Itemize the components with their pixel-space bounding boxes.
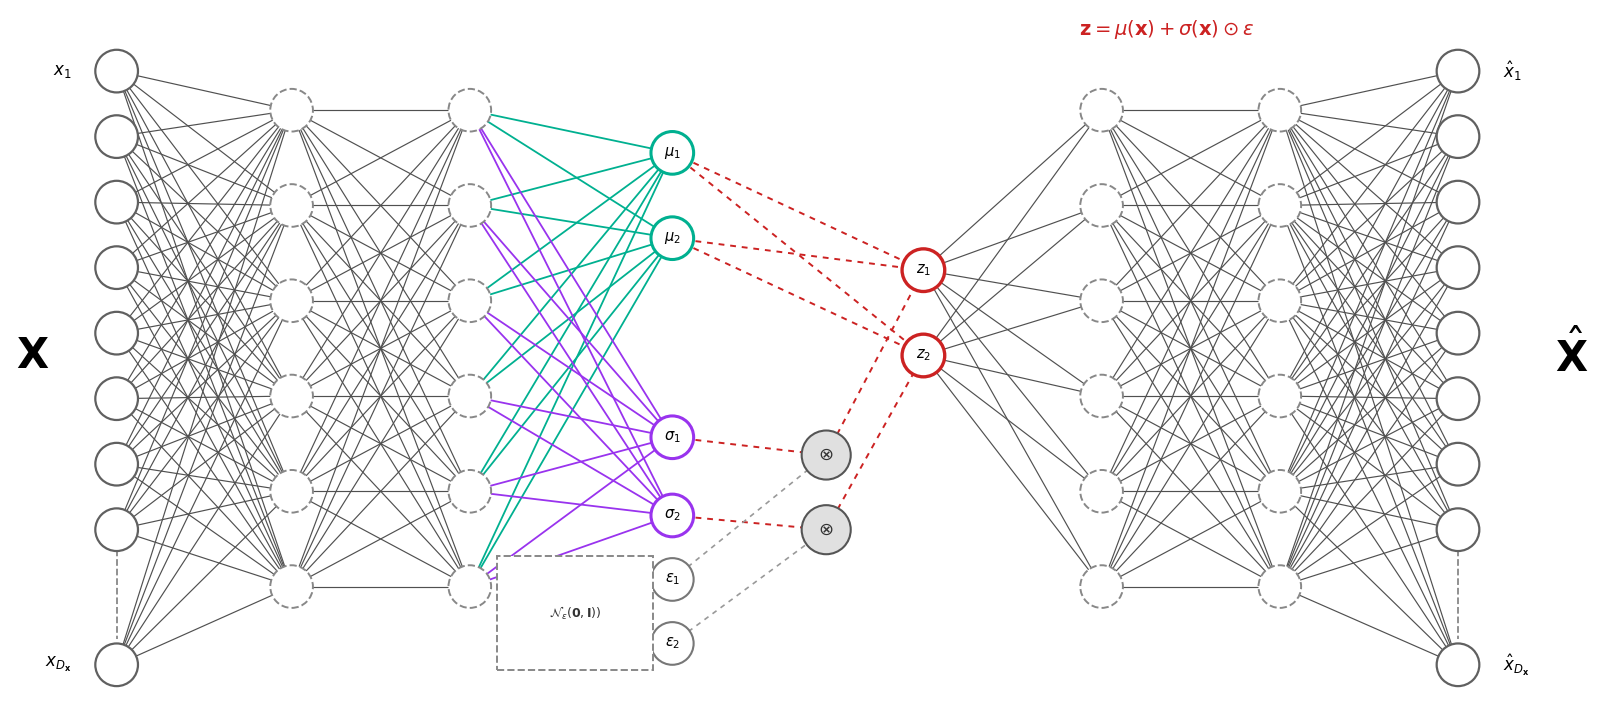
Text: $\mu_2$: $\mu_2$	[664, 230, 680, 246]
Ellipse shape	[271, 470, 313, 513]
Text: $\hat{x}_1$: $\hat{x}_1$	[1503, 59, 1523, 83]
Ellipse shape	[1437, 181, 1479, 223]
Text: $\sigma_2$: $\sigma_2$	[664, 508, 680, 523]
Ellipse shape	[802, 431, 850, 479]
Ellipse shape	[1437, 246, 1479, 289]
Ellipse shape	[1259, 375, 1301, 417]
Ellipse shape	[449, 565, 491, 608]
Text: $\otimes$: $\otimes$	[818, 446, 834, 464]
Ellipse shape	[651, 416, 693, 459]
Ellipse shape	[96, 443, 138, 486]
Text: $\mathcal{N}_\epsilon(\mathbf{0}, \mathbf{I}))$: $\mathcal{N}_\epsilon(\mathbf{0}, \mathb…	[549, 604, 601, 622]
Ellipse shape	[1437, 378, 1479, 420]
Ellipse shape	[1259, 470, 1301, 513]
Ellipse shape	[449, 279, 491, 322]
Ellipse shape	[902, 334, 944, 377]
Ellipse shape	[1437, 115, 1479, 158]
Text: $\hat{x}_{D_\mathbf{x}}$: $\hat{x}_{D_\mathbf{x}}$	[1503, 652, 1529, 678]
Text: $z_1$: $z_1$	[915, 262, 932, 278]
Text: $\mathbf{z} = \mu(\mathbf{x}) + \sigma(\mathbf{x}) \odot \epsilon$: $\mathbf{z} = \mu(\mathbf{x}) + \sigma(\…	[1079, 18, 1254, 41]
Ellipse shape	[651, 217, 693, 260]
Ellipse shape	[1259, 279, 1301, 322]
Ellipse shape	[271, 565, 313, 608]
Ellipse shape	[802, 505, 850, 555]
FancyBboxPatch shape	[497, 556, 653, 670]
Text: $\hat{\mathbf{X}}$: $\hat{\mathbf{X}}$	[1555, 331, 1588, 380]
Ellipse shape	[1081, 565, 1123, 608]
Text: $z_2$: $z_2$	[915, 348, 932, 363]
Text: $x_1$: $x_1$	[52, 62, 71, 80]
Ellipse shape	[1081, 279, 1123, 322]
Ellipse shape	[1437, 643, 1479, 686]
Ellipse shape	[96, 115, 138, 158]
Ellipse shape	[651, 558, 693, 601]
Text: $x_{D_\mathbf{x}}$: $x_{D_\mathbf{x}}$	[45, 656, 71, 674]
Text: $\epsilon_2$: $\epsilon_2$	[664, 636, 680, 651]
Ellipse shape	[1259, 184, 1301, 227]
Ellipse shape	[449, 375, 491, 417]
Ellipse shape	[1081, 89, 1123, 132]
Ellipse shape	[96, 378, 138, 420]
Ellipse shape	[96, 50, 138, 92]
Ellipse shape	[1437, 443, 1479, 486]
Ellipse shape	[1259, 565, 1301, 608]
Ellipse shape	[271, 89, 313, 132]
Text: $\mu_1$: $\mu_1$	[664, 145, 680, 161]
Ellipse shape	[1259, 89, 1301, 132]
Ellipse shape	[902, 249, 944, 292]
Ellipse shape	[449, 184, 491, 227]
Ellipse shape	[1437, 50, 1479, 92]
Text: $\epsilon_1$: $\epsilon_1$	[664, 572, 680, 587]
Ellipse shape	[651, 494, 693, 537]
Ellipse shape	[651, 622, 693, 665]
Text: $\mathbf{X}$: $\mathbf{X}$	[16, 334, 49, 377]
Ellipse shape	[271, 375, 313, 417]
Ellipse shape	[271, 279, 313, 322]
Ellipse shape	[96, 246, 138, 289]
Ellipse shape	[1081, 470, 1123, 513]
Ellipse shape	[1437, 312, 1479, 355]
Ellipse shape	[96, 312, 138, 355]
Ellipse shape	[1081, 375, 1123, 417]
Text: $\sigma_1$: $\sigma_1$	[664, 429, 680, 445]
Ellipse shape	[651, 132, 693, 174]
Text: $\otimes$: $\otimes$	[818, 520, 834, 539]
Ellipse shape	[96, 181, 138, 223]
Ellipse shape	[1437, 508, 1479, 551]
Ellipse shape	[271, 184, 313, 227]
Ellipse shape	[449, 470, 491, 513]
Ellipse shape	[96, 643, 138, 686]
Ellipse shape	[96, 508, 138, 551]
Ellipse shape	[1081, 184, 1123, 227]
Ellipse shape	[449, 89, 491, 132]
